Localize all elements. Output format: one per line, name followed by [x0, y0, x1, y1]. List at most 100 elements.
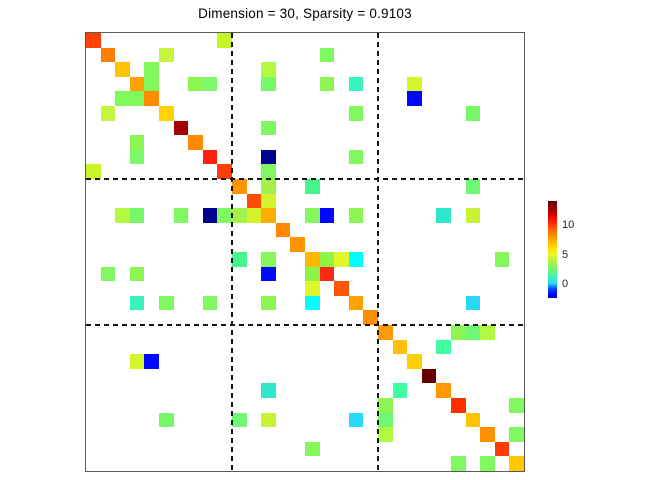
matrix-cell [319, 252, 335, 267]
matrix-cell [202, 295, 218, 311]
matrix-cell [363, 310, 378, 325]
matrix-cell [348, 252, 364, 267]
page-title: Dimension = 30, Sparsity = 0.9103 [198, 6, 412, 21]
matrix-cell [115, 91, 130, 106]
colorbar-tick-label: 10 [562, 218, 575, 231]
matrix-cell [86, 33, 101, 48]
matrix-cell [480, 427, 495, 442]
matrix-cell [217, 33, 232, 48]
matrix-cell [159, 295, 174, 311]
matrix-cell [261, 252, 276, 267]
matrix-cell [378, 427, 393, 442]
matrix-cell [100, 106, 116, 121]
matrix-cell [275, 222, 291, 238]
matrix-cell [261, 149, 276, 165]
matrix-cell [129, 266, 145, 282]
matrix-cell [480, 456, 495, 471]
matrix-cell [173, 120, 189, 136]
matrix-cell [144, 354, 159, 369]
matrix-plot [85, 32, 525, 472]
matrix-cell [465, 106, 481, 121]
matrix-cell [129, 208, 145, 223]
matrix-cell [509, 427, 524, 442]
matrix-cell [465, 412, 481, 428]
matrix-cell [392, 383, 408, 398]
matrix-cell [261, 412, 276, 428]
matrix-cell [261, 266, 276, 282]
matrix-cell [465, 208, 481, 223]
matrix-cell [305, 281, 320, 296]
block-divider-vertical-1 [231, 33, 233, 471]
matrix-cell [421, 368, 437, 384]
matrix-cell [465, 325, 481, 340]
matrix-cell [305, 295, 320, 311]
matrix-cell [115, 62, 130, 77]
matrix-cell [451, 456, 466, 471]
matrix-cell [246, 208, 262, 223]
matrix-cell [494, 252, 510, 267]
matrix-cell [261, 383, 276, 398]
matrix-cell [348, 295, 364, 311]
matrix-cell [334, 252, 349, 267]
matrix-cell [261, 62, 276, 77]
matrix-cell [334, 281, 349, 296]
matrix-cell [509, 456, 524, 471]
matrix-cell [188, 76, 203, 92]
colorbar-gradient [548, 201, 557, 298]
matrix-cell [305, 266, 320, 282]
matrix-cell [319, 76, 335, 92]
matrix-cell [378, 325, 393, 340]
block-divider-horizontal-2 [86, 324, 524, 326]
matrix-cell [436, 208, 451, 223]
matrix-cell [451, 325, 466, 340]
matrix-cell [173, 208, 189, 223]
matrix-cell [246, 193, 262, 209]
matrix-cell [348, 106, 364, 121]
matrix-cell [319, 208, 335, 223]
colorbar-tick-label: 5 [562, 249, 569, 262]
matrix-cell [144, 91, 159, 106]
matrix-cell [407, 354, 422, 369]
matrix-cell [261, 193, 276, 209]
matrix-cell [232, 179, 247, 194]
matrix-cell [480, 325, 495, 340]
matrix-cell [305, 441, 320, 457]
matrix-cell [392, 339, 408, 355]
matrix-cell [129, 149, 145, 165]
matrix-cell [217, 208, 232, 223]
matrix-cell [348, 76, 364, 92]
matrix-cell [129, 295, 145, 311]
matrix-cell [129, 354, 145, 369]
matrix-cell [305, 179, 320, 194]
matrix-cell [305, 208, 320, 223]
matrix-cell [159, 106, 174, 121]
matrix-cell [348, 208, 364, 223]
matrix-cell [159, 47, 174, 63]
matrix-cell [290, 237, 305, 252]
matrix-cell [100, 47, 116, 63]
matrix-cell [261, 76, 276, 92]
matrix-cell [261, 295, 276, 311]
matrix-cell [319, 47, 335, 63]
matrix-cell [261, 208, 276, 223]
block-divider-horizontal-1 [86, 178, 524, 180]
matrix-cell [407, 91, 422, 106]
matrix-cell [232, 252, 247, 267]
matrix-cell [494, 441, 510, 457]
matrix-cell [115, 208, 130, 223]
matrix-cell [217, 164, 232, 179]
matrix-cell [378, 412, 393, 428]
matrix-cell [407, 76, 422, 92]
matrix-cell [436, 339, 451, 355]
matrix-cell [509, 398, 524, 413]
matrix-cell [465, 179, 481, 194]
matrix-cell [436, 383, 451, 398]
matrix-cell [261, 179, 276, 194]
matrix-cell [129, 135, 145, 150]
matrix-cell [261, 120, 276, 136]
matrix-cell [202, 149, 218, 165]
matrix-cell [202, 208, 218, 223]
matrix-cell [202, 76, 218, 92]
matrix-cell [319, 266, 335, 282]
